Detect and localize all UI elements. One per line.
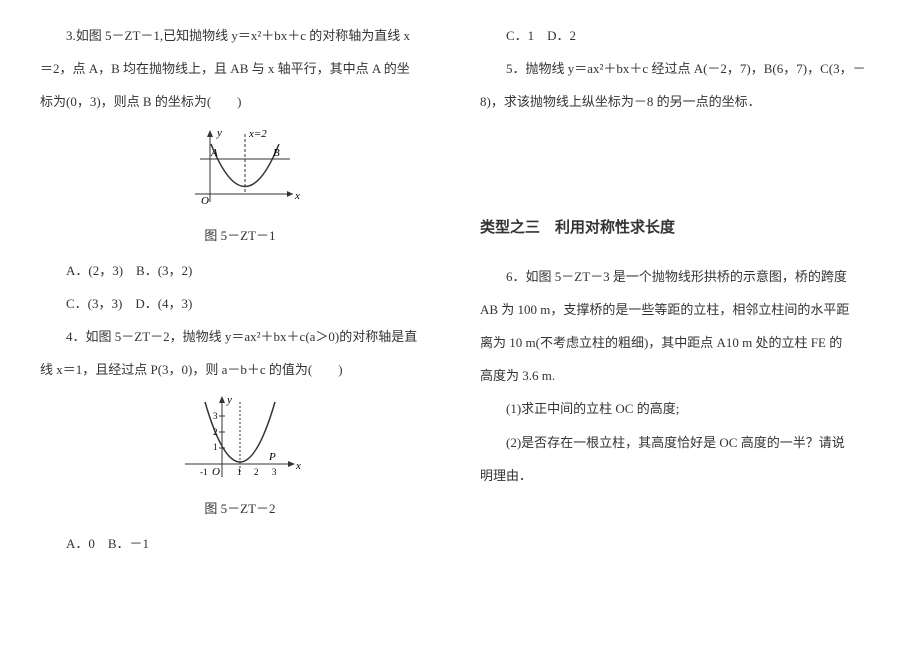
figure-2-caption: 图 5－ZT－2 (40, 493, 440, 524)
svg-text:x: x (294, 190, 300, 202)
q3-options-cd: C．(3，3) D．(4，3) (40, 288, 440, 319)
q3-line3: 标为(0，3)，则点 B 的坐标为( ) (40, 86, 440, 117)
figure-1: y x O A B x=2 (40, 124, 440, 214)
svg-text:3: 3 (213, 411, 218, 421)
q6-part1: (1)求正中间的立柱 OC 的高度; (480, 393, 880, 424)
left-column: 3.如图 5－ZT－1,已知抛物线 y＝x²＋bx＋c 的对称轴为直线 x ＝2… (40, 20, 440, 631)
q6-part2b: 明理由． (480, 460, 880, 491)
svg-text:1: 1 (237, 467, 242, 477)
svg-text:y: y (216, 127, 222, 139)
svg-text:B: B (273, 147, 280, 159)
q3-line1: 3.如图 5－ZT－1,已知抛物线 y＝x²＋bx＋c 的对称轴为直线 x (40, 20, 440, 51)
svg-text:-1: -1 (200, 467, 208, 477)
q6-line4: 高度为 3.6 m. (480, 360, 880, 391)
q3-line2: ＝2，点 A，B 均在抛物线上，且 AB 与 x 轴平行，其中点 A 的坐 (40, 53, 440, 84)
svg-text:x: x (295, 460, 301, 472)
q6-line2: AB 为 100 m，支撑桥的是一些等距的立柱，相邻立柱间的水平距 (480, 294, 880, 325)
q5-line2: 8)，求该抛物线上纵坐标为－8 的另一点的坐标． (480, 86, 880, 117)
q5-line1: 5．抛物线 y＝ax²＋bx＋c 经过点 A(－2，7)，B(6，7)，C(3，… (480, 53, 880, 84)
svg-text:1: 1 (213, 442, 218, 452)
q6-line3: 离为 10 m(不考虑立柱的粗细)，其中距点 A10 m 处的立柱 FE 的 (480, 327, 880, 358)
svg-text:3: 3 (272, 467, 277, 477)
section-title: 类型之三 利用对称性求长度 (480, 210, 880, 246)
q4-line1: 4．如图 5－ZT－2，抛物线 y＝ax²＋bx＋c(a＞0)的对称轴是直 (40, 321, 440, 352)
q3-options-ab: A．(2，3) B．(3，2) (40, 255, 440, 286)
svg-text:2: 2 (213, 427, 218, 437)
svg-text:P: P (268, 451, 276, 463)
spacer (480, 120, 880, 170)
svg-text:A: A (210, 147, 218, 159)
figure-1-caption: 图 5－ZT－1 (40, 220, 440, 251)
svg-text:2: 2 (254, 467, 259, 477)
q6-line1: 6．如图 5－ZT－3 是一个抛物线形拱桥的示意图，桥的跨度 (480, 261, 880, 292)
q4-line2: 线 x＝1，且经过点 P(3，0)，则 a－b＋c 的值为( ) (40, 354, 440, 385)
svg-text:x=2: x=2 (248, 128, 267, 140)
q4-options-ab: A．0 B．－1 (40, 528, 440, 559)
svg-text:O: O (212, 466, 220, 478)
svg-text:y: y (226, 394, 232, 406)
right-column: C．1 D．2 5．抛物线 y＝ax²＋bx＋c 经过点 A(－2，7)，B(6… (480, 20, 880, 631)
figure-2: -1 1 2 3 1 2 3 y x O P (40, 392, 440, 487)
svg-text:O: O (201, 195, 209, 207)
q6-part2a: (2)是否存在一根立柱，其高度恰好是 OC 高度的一半？请说 (480, 427, 880, 458)
q4-options-cd: C．1 D．2 (480, 20, 880, 51)
